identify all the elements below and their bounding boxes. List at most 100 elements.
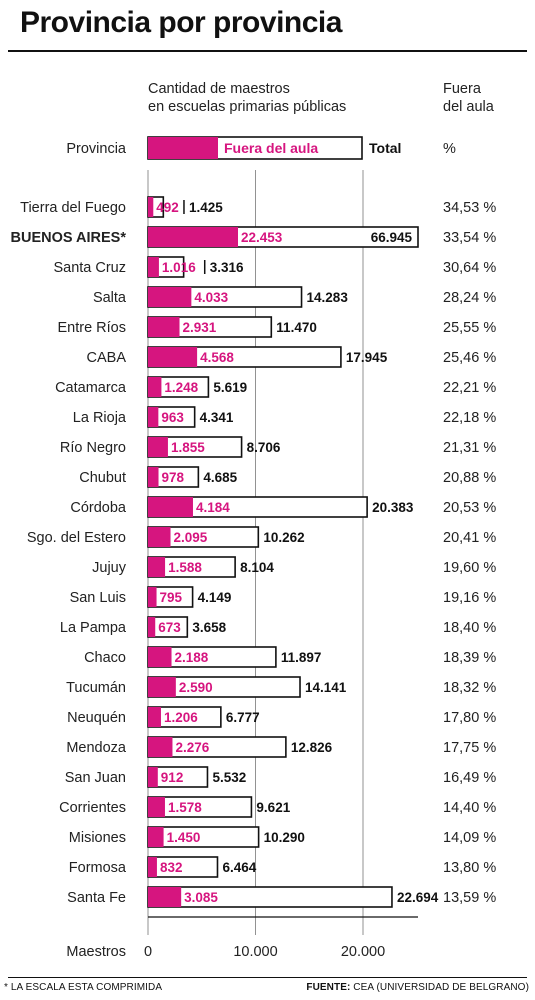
fuera-bar [148,587,157,607]
fuera-bar [148,677,176,697]
percent-value: 14,09 % [443,830,496,846]
fuera-value-label: 4.184 [196,500,230,515]
total-value-label: 1.425 [189,200,223,215]
fuera-value-label: 2.095 [174,530,208,545]
legend-fuera-label: Fuera del aula [224,140,318,156]
province-label: CABA [87,350,127,366]
legend-fuera-bar [148,137,218,159]
province-label: Tucumán [66,680,126,696]
percent-value: 18,40 % [443,620,496,636]
x-tick-label: 10.000 [233,944,277,960]
fuera-value-label: 1.588 [168,560,202,575]
fuera-bar [148,617,156,637]
fuera-bar [148,377,162,397]
province-label: Catamarca [55,380,127,396]
total-value-label: 22.694 [397,890,439,905]
percent-value: 25,46 % [443,350,496,366]
fuera-value-label: 1.855 [171,440,205,455]
quantity-header-line2: en escuelas primarias públicas [148,99,347,115]
percent-value: 34,53 % [443,200,496,216]
percent-header-line1: Fuera [443,81,481,97]
footnote: * LA ESCALA ESTA COMPRIMIDA [4,982,163,993]
fuera-bar [148,527,171,547]
fuera-value-label: 2.188 [175,650,209,665]
percent-value: 14,40 % [443,800,496,816]
x-axis-label: Maestros [66,944,126,960]
fuera-value-label: 963 [161,410,184,425]
total-value-label: 5.619 [213,380,247,395]
fuera-bar [148,497,193,517]
province-label: BUENOS AIRES* [11,230,127,246]
fuera-value-label: 4.568 [200,350,234,365]
province-label: San Juan [65,770,126,786]
province-label: Santa Cruz [53,260,126,276]
province-label: Neuquén [67,710,126,726]
fuera-value-label: 4.033 [194,290,228,305]
total-value-label: 17.945 [346,350,388,365]
total-value-label: 10.290 [264,830,305,845]
percent-value: 25,55 % [443,320,496,336]
fuera-bar [148,887,182,907]
province-label: Santa Fe [67,890,126,906]
fuera-bar [148,227,238,247]
footer-rule [8,977,527,978]
legend-provincia-label: Provincia [66,141,127,157]
fuera-bar [148,767,158,787]
fuera-bar [148,257,159,277]
fuera-bar [148,707,161,727]
fuera-value-label: 2.590 [179,680,213,695]
fuera-value-label: 3.085 [184,890,218,905]
chart-title: Provincia por provincia [20,6,342,39]
fuera-value-label: 673 [158,620,181,635]
province-label: Entre Ríos [58,320,127,336]
fuera-bar [148,797,165,817]
province-label: La Rioja [73,410,127,426]
province-label: Chubut [79,470,126,486]
percent-value: 13,80 % [443,860,496,876]
total-bar [147,856,219,878]
province-label: Salta [93,290,127,306]
total-value-label: 4.341 [200,410,234,425]
fuera-bar [148,647,172,667]
total-value-label: 12.826 [291,740,333,755]
province-label: Jujuy [92,560,127,576]
fuera-bar [148,557,166,577]
total-value-label: 3.658 [192,620,226,635]
percent-value: 17,75 % [443,740,496,756]
fuera-value-label: 1.450 [167,830,201,845]
percent-value: 21,31 % [443,440,496,456]
quantity-header: Cantidad de maestros en escuelas primari… [148,80,346,116]
fuera-value-label: 2.276 [175,740,209,755]
total-value-label: 8.706 [247,440,281,455]
fuera-value-label: 1.248 [164,380,198,395]
fuera-value-label: 22.453 [241,230,283,245]
total-value-label: 11.470 [276,320,317,335]
province-label: Misiones [69,830,126,846]
legend-total-label: Total [369,140,401,156]
percent-value: 28,24 % [443,290,496,306]
x-tick-label: 20.000 [341,944,385,960]
total-value-label: 66.945 [371,230,413,245]
province-label: San Luis [70,590,126,606]
total-value-label: 4.685 [203,470,237,485]
percent-value: 22,21 % [443,380,496,396]
total-value-label: 10.262 [263,530,304,545]
percent-value: 19,60 % [443,560,496,576]
province-label: Sgo. del Estero [27,530,126,546]
percent-value: 13,59 % [443,890,496,906]
fuera-bar [148,347,198,367]
percent-value: 20,88 % [443,470,496,486]
percent-value: 20,53 % [443,500,496,516]
percent-value: 17,80 % [443,710,496,726]
percent-value: 19,16 % [443,590,496,606]
fuera-value-label: 912 [161,770,184,785]
province-label: Corrientes [59,800,126,816]
total-bar [147,826,260,848]
percent-value: 16,49 % [443,770,496,786]
total-value-label: 5.532 [212,770,246,785]
total-value-label: 6.777 [226,710,260,725]
province-label: Tierra del Fuego [20,200,126,216]
percent-value: 30,64 % [443,260,496,276]
fuera-value-label: 795 [160,590,183,605]
